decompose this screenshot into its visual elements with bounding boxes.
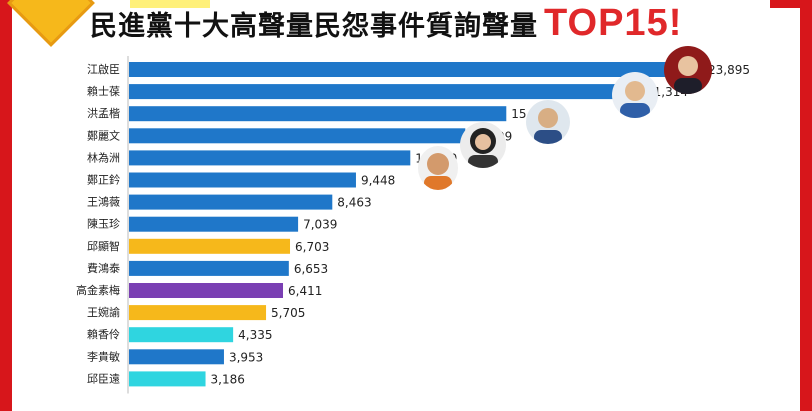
category-label: 江啟臣	[87, 62, 120, 76]
bar	[129, 283, 284, 298]
bar	[129, 150, 411, 166]
value-label: 6,703	[295, 240, 329, 254]
left-frame-border	[0, 0, 12, 411]
bar	[129, 371, 206, 387]
value-label: 8,463	[337, 196, 371, 210]
bar	[129, 327, 234, 343]
value-label: 4,335	[238, 328, 272, 342]
title-highlight	[130, 0, 210, 8]
title-main: 民進黨十大高聲量民怨事件質詢聲量	[90, 11, 538, 42]
category-label: 費鴻泰	[87, 261, 120, 275]
bar	[129, 260, 289, 276]
bar	[129, 128, 466, 144]
category-label: 邱顯智	[87, 239, 120, 253]
value-label: 3,953	[229, 350, 263, 364]
value-label: 6,411	[288, 284, 322, 298]
person-icon	[424, 153, 452, 190]
category-label: 邱臣遠	[87, 372, 120, 385]
bar	[129, 349, 224, 365]
category-label: 李貴敏	[87, 349, 120, 363]
avatar-photo-4	[460, 122, 506, 168]
value-label: 23,895	[708, 63, 750, 77]
value-label: 9,448	[361, 174, 395, 188]
avatar-photo-5	[418, 146, 458, 190]
right-frame-border	[800, 0, 812, 411]
category-label: 鄭麗文	[87, 128, 120, 142]
bar	[129, 84, 642, 100]
corner-accent	[770, 0, 800, 8]
category-label: 賴士葆	[87, 84, 120, 98]
category-label: 陳玉珍	[87, 218, 120, 231]
value-label: 6,653	[294, 262, 328, 276]
bar	[129, 194, 333, 210]
chart-title: 民進黨十大高聲量民怨事件質詢聲量 TOP15!	[90, 2, 682, 44]
category-label: 鄭正鈐	[87, 173, 120, 187]
category-label: 洪孟楷	[87, 106, 120, 120]
category-label: 王鴻薇	[87, 195, 120, 209]
bar	[129, 172, 356, 188]
person-icon	[620, 81, 650, 118]
person-icon	[534, 108, 562, 144]
title-accent: TOP15!	[544, 2, 683, 44]
avatar-photo-1	[664, 46, 712, 94]
category-label: 林為洲	[87, 150, 120, 164]
value-label: 3,186	[211, 372, 245, 386]
category-label: 賴香伶	[87, 327, 120, 341]
person-icon	[674, 56, 702, 94]
bar	[129, 305, 267, 321]
bar	[129, 238, 291, 254]
category-label: 王婉諭	[87, 305, 120, 319]
avatar-photo-3	[526, 100, 570, 144]
bar	[129, 216, 299, 232]
bar	[129, 62, 704, 77]
avatar-photo-2	[612, 72, 658, 118]
bar	[129, 106, 507, 122]
value-label: 7,039	[303, 218, 337, 232]
value-label: 5,705	[271, 306, 305, 320]
person-icon	[468, 128, 498, 168]
category-label: 高金素梅	[76, 283, 120, 297]
